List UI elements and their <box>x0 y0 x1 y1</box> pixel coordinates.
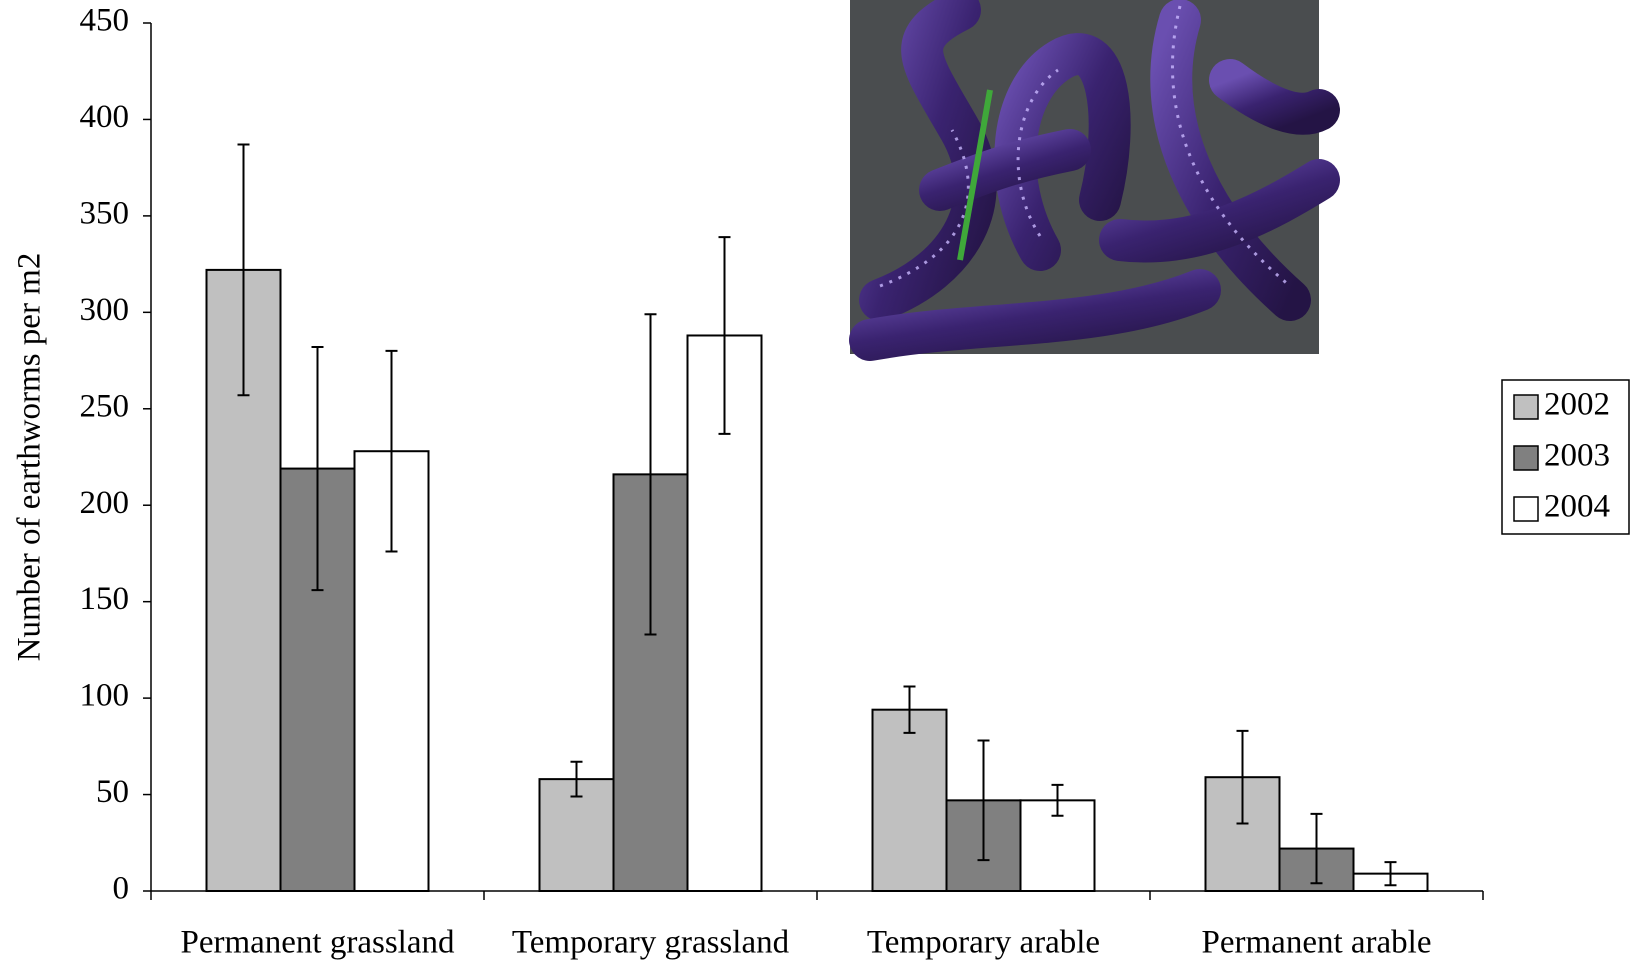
error-bar <box>385 349 398 553</box>
bar <box>686 334 763 893</box>
error-bar <box>237 143 250 397</box>
legend-label: 2002 <box>1544 387 1610 423</box>
y-axis-label: Number of earthworms per m2 <box>12 253 48 662</box>
x-tick-label: Permanent grassland <box>180 925 455 961</box>
y-tick-label: 400 <box>80 99 130 135</box>
error-bar <box>644 313 657 636</box>
x-tick-label: Temporary grassland <box>512 925 790 961</box>
y-tick-label: 0 <box>113 871 130 907</box>
legend-label: 2003 <box>1544 438 1610 474</box>
legend-swatch <box>1513 496 1539 522</box>
legend-swatch <box>1513 445 1539 471</box>
legend-label: 2004 <box>1544 489 1610 525</box>
legend-swatch <box>1513 394 1539 420</box>
y-tick-label: 150 <box>80 581 130 617</box>
photo <box>849 0 1340 361</box>
error-bar <box>1384 861 1397 887</box>
y-tick-label: 50 <box>96 774 129 810</box>
error-bar <box>718 236 731 435</box>
error-bar <box>311 346 324 592</box>
y-tick-label: 100 <box>80 678 130 714</box>
error-bar <box>570 760 583 798</box>
y-tick-label: 300 <box>80 292 130 328</box>
bar <box>871 708 948 892</box>
error-bar <box>1236 729 1249 825</box>
x-tick-label: Permanent arable <box>1202 925 1432 961</box>
error-bar <box>1051 783 1064 817</box>
y-tick-label: 200 <box>80 485 130 521</box>
y-tick-label: 350 <box>80 195 130 231</box>
bar <box>538 778 615 893</box>
x-tick-label: Temporary arable <box>867 925 1100 961</box>
y-tick-label: 250 <box>80 388 130 424</box>
error-bar <box>1310 812 1323 885</box>
y-tick-label: 450 <box>80 3 130 39</box>
error-bar <box>903 685 916 734</box>
error-bar <box>977 739 990 862</box>
